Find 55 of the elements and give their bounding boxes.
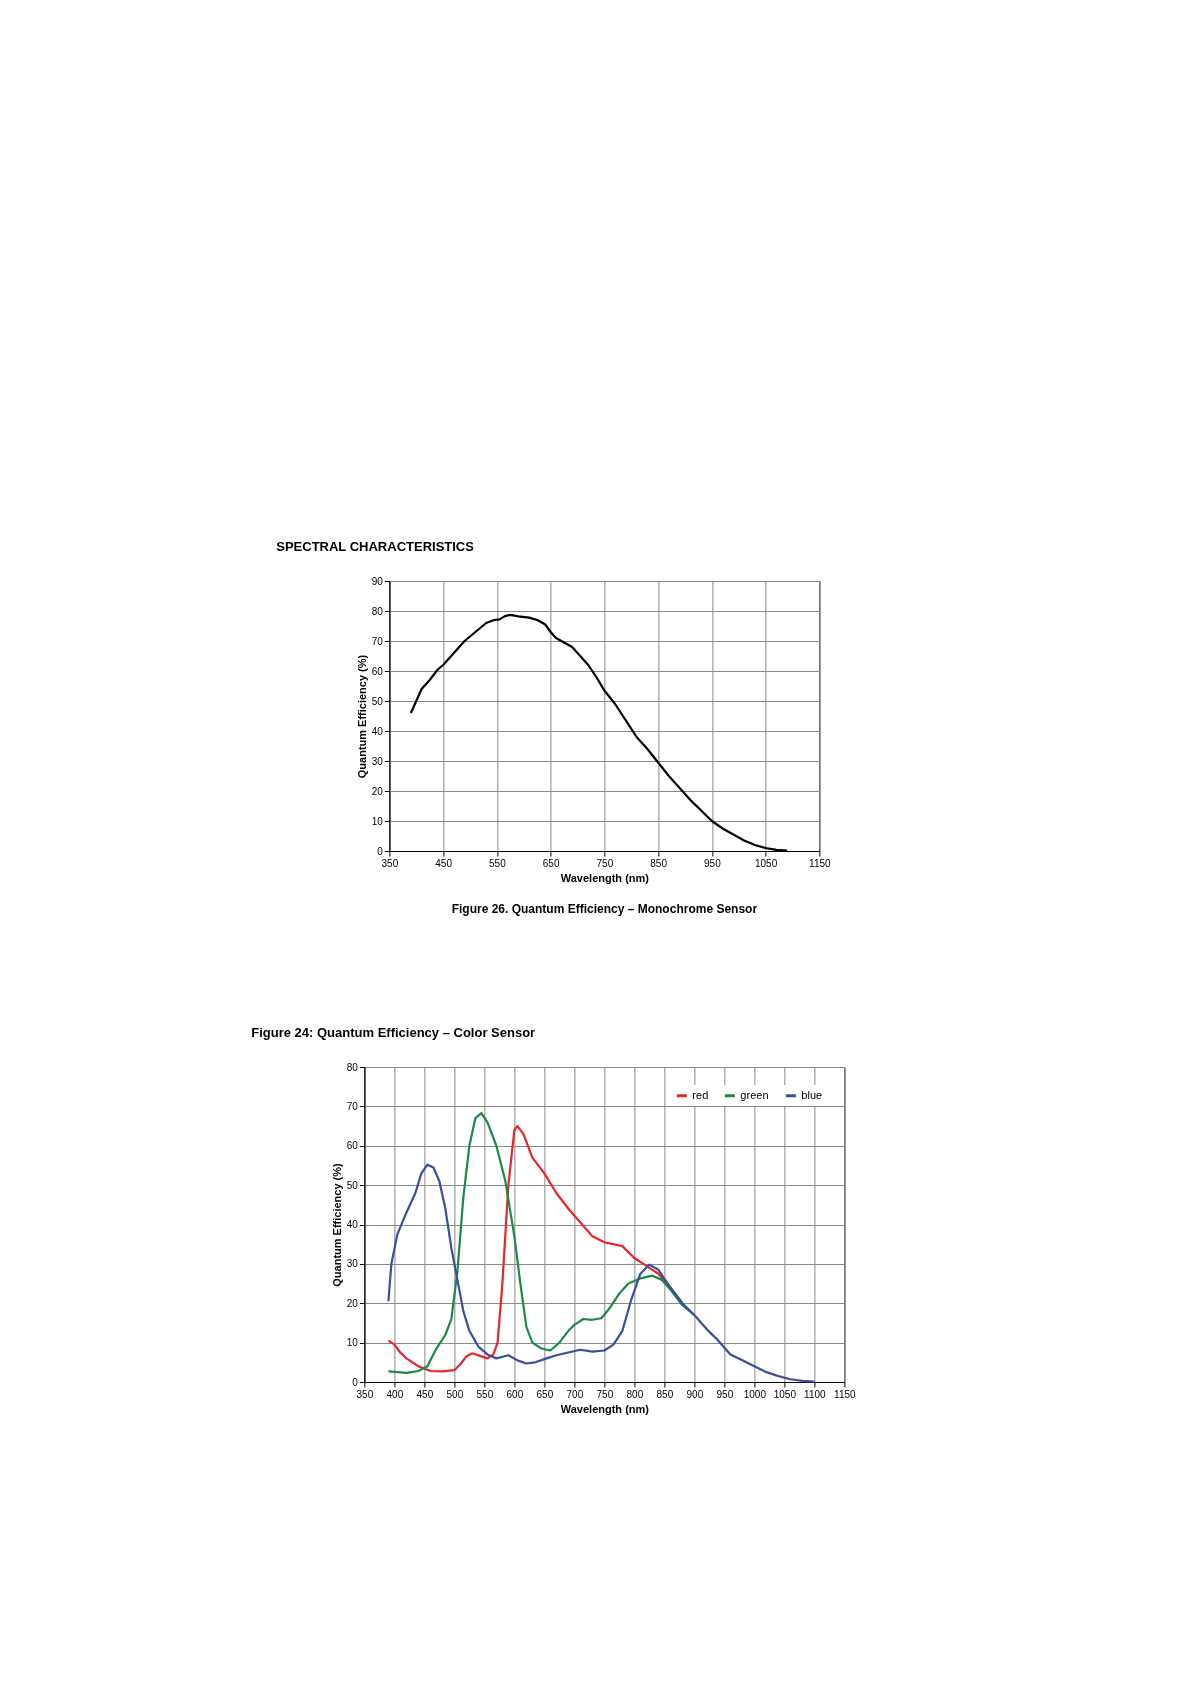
- x-tick-label: 850: [650, 857, 668, 869]
- x-tick-label: 850: [656, 1388, 674, 1400]
- y-tick-label: 30: [346, 1258, 359, 1270]
- x-tick-label: 950: [704, 857, 722, 869]
- y-tick-label: 20: [371, 785, 384, 797]
- legend-label: green: [740, 1088, 769, 1101]
- chart-title: SPECTRAL CHARACTERISTICS: [276, 539, 475, 554]
- x-tick-label: 350: [356, 1388, 374, 1400]
- y-tick-label: 40: [346, 1219, 359, 1230]
- x-tick-label: 450: [435, 857, 453, 869]
- x-tick-label: 550: [476, 1388, 494, 1400]
- y-tick-label: 10: [371, 815, 384, 827]
- x-tick-label: 1050: [755, 857, 778, 869]
- y-axis-title: Quantum Efficiency (%): [330, 1162, 343, 1287]
- caption: Figure 26. Quantum Efficiency – Monochrome Sensor: [451, 902, 758, 916]
- y-tick-label: 0: [352, 1376, 359, 1388]
- y-tick-label: 60: [371, 665, 384, 677]
- x-tick-label: 1100: [804, 1388, 827, 1400]
- y-tick-label: 40: [371, 725, 384, 737]
- x-tick-label: 1000: [743, 1388, 767, 1400]
- y-tick-label: 50: [371, 695, 384, 707]
- y-tick-label: 50: [346, 1179, 359, 1191]
- x-tick-label: 400: [386, 1388, 404, 1400]
- x-tick-label: 550: [489, 857, 507, 869]
- y-tick-label: 60: [346, 1140, 359, 1152]
- x-tick-label: 350: [381, 857, 399, 869]
- x-tick-label: 900: [686, 1388, 704, 1400]
- y-tick-label: 80: [346, 1061, 359, 1073]
- legend-label: blue: [801, 1088, 823, 1101]
- y-tick-label: 30: [371, 755, 384, 767]
- x-tick-label: 700: [566, 1388, 584, 1400]
- x-tick-label: 600: [506, 1388, 524, 1400]
- x-tick-label: 500: [446, 1388, 464, 1400]
- y-tick-label: 80: [371, 605, 384, 617]
- x-tick-label: 950: [716, 1388, 734, 1400]
- y-tick-label: 70: [346, 1100, 359, 1112]
- x-tick-label: 750: [596, 1388, 614, 1400]
- x-axis-title: Wavelength (nm): [560, 1402, 650, 1415]
- x-tick-label: 750: [596, 857, 614, 869]
- x-tick-label: 800: [626, 1388, 644, 1400]
- y-axis-title: Quantum Efficiency (%): [355, 654, 368, 779]
- x-tick-label: 1050: [773, 1388, 797, 1400]
- x-tick-label: 1150: [834, 1388, 857, 1400]
- y-tick-label: 20: [346, 1297, 359, 1309]
- chart-title: Figure 24: Quantum Efficiency – Color Sensor: [251, 1025, 536, 1040]
- y-tick-label: 70: [371, 635, 384, 647]
- x-tick-label: 1150: [809, 857, 832, 869]
- x-tick-label: 650: [542, 857, 560, 869]
- x-tick-label: 450: [416, 1388, 434, 1400]
- x-axis-title: Wavelength (nm): [560, 871, 650, 884]
- legend-label: red: [692, 1088, 709, 1101]
- x-tick-label: 650: [536, 1388, 554, 1400]
- y-tick-label: 0: [377, 845, 384, 857]
- y-tick-label: 10: [346, 1337, 359, 1349]
- y-tick-label: 90: [371, 575, 384, 587]
